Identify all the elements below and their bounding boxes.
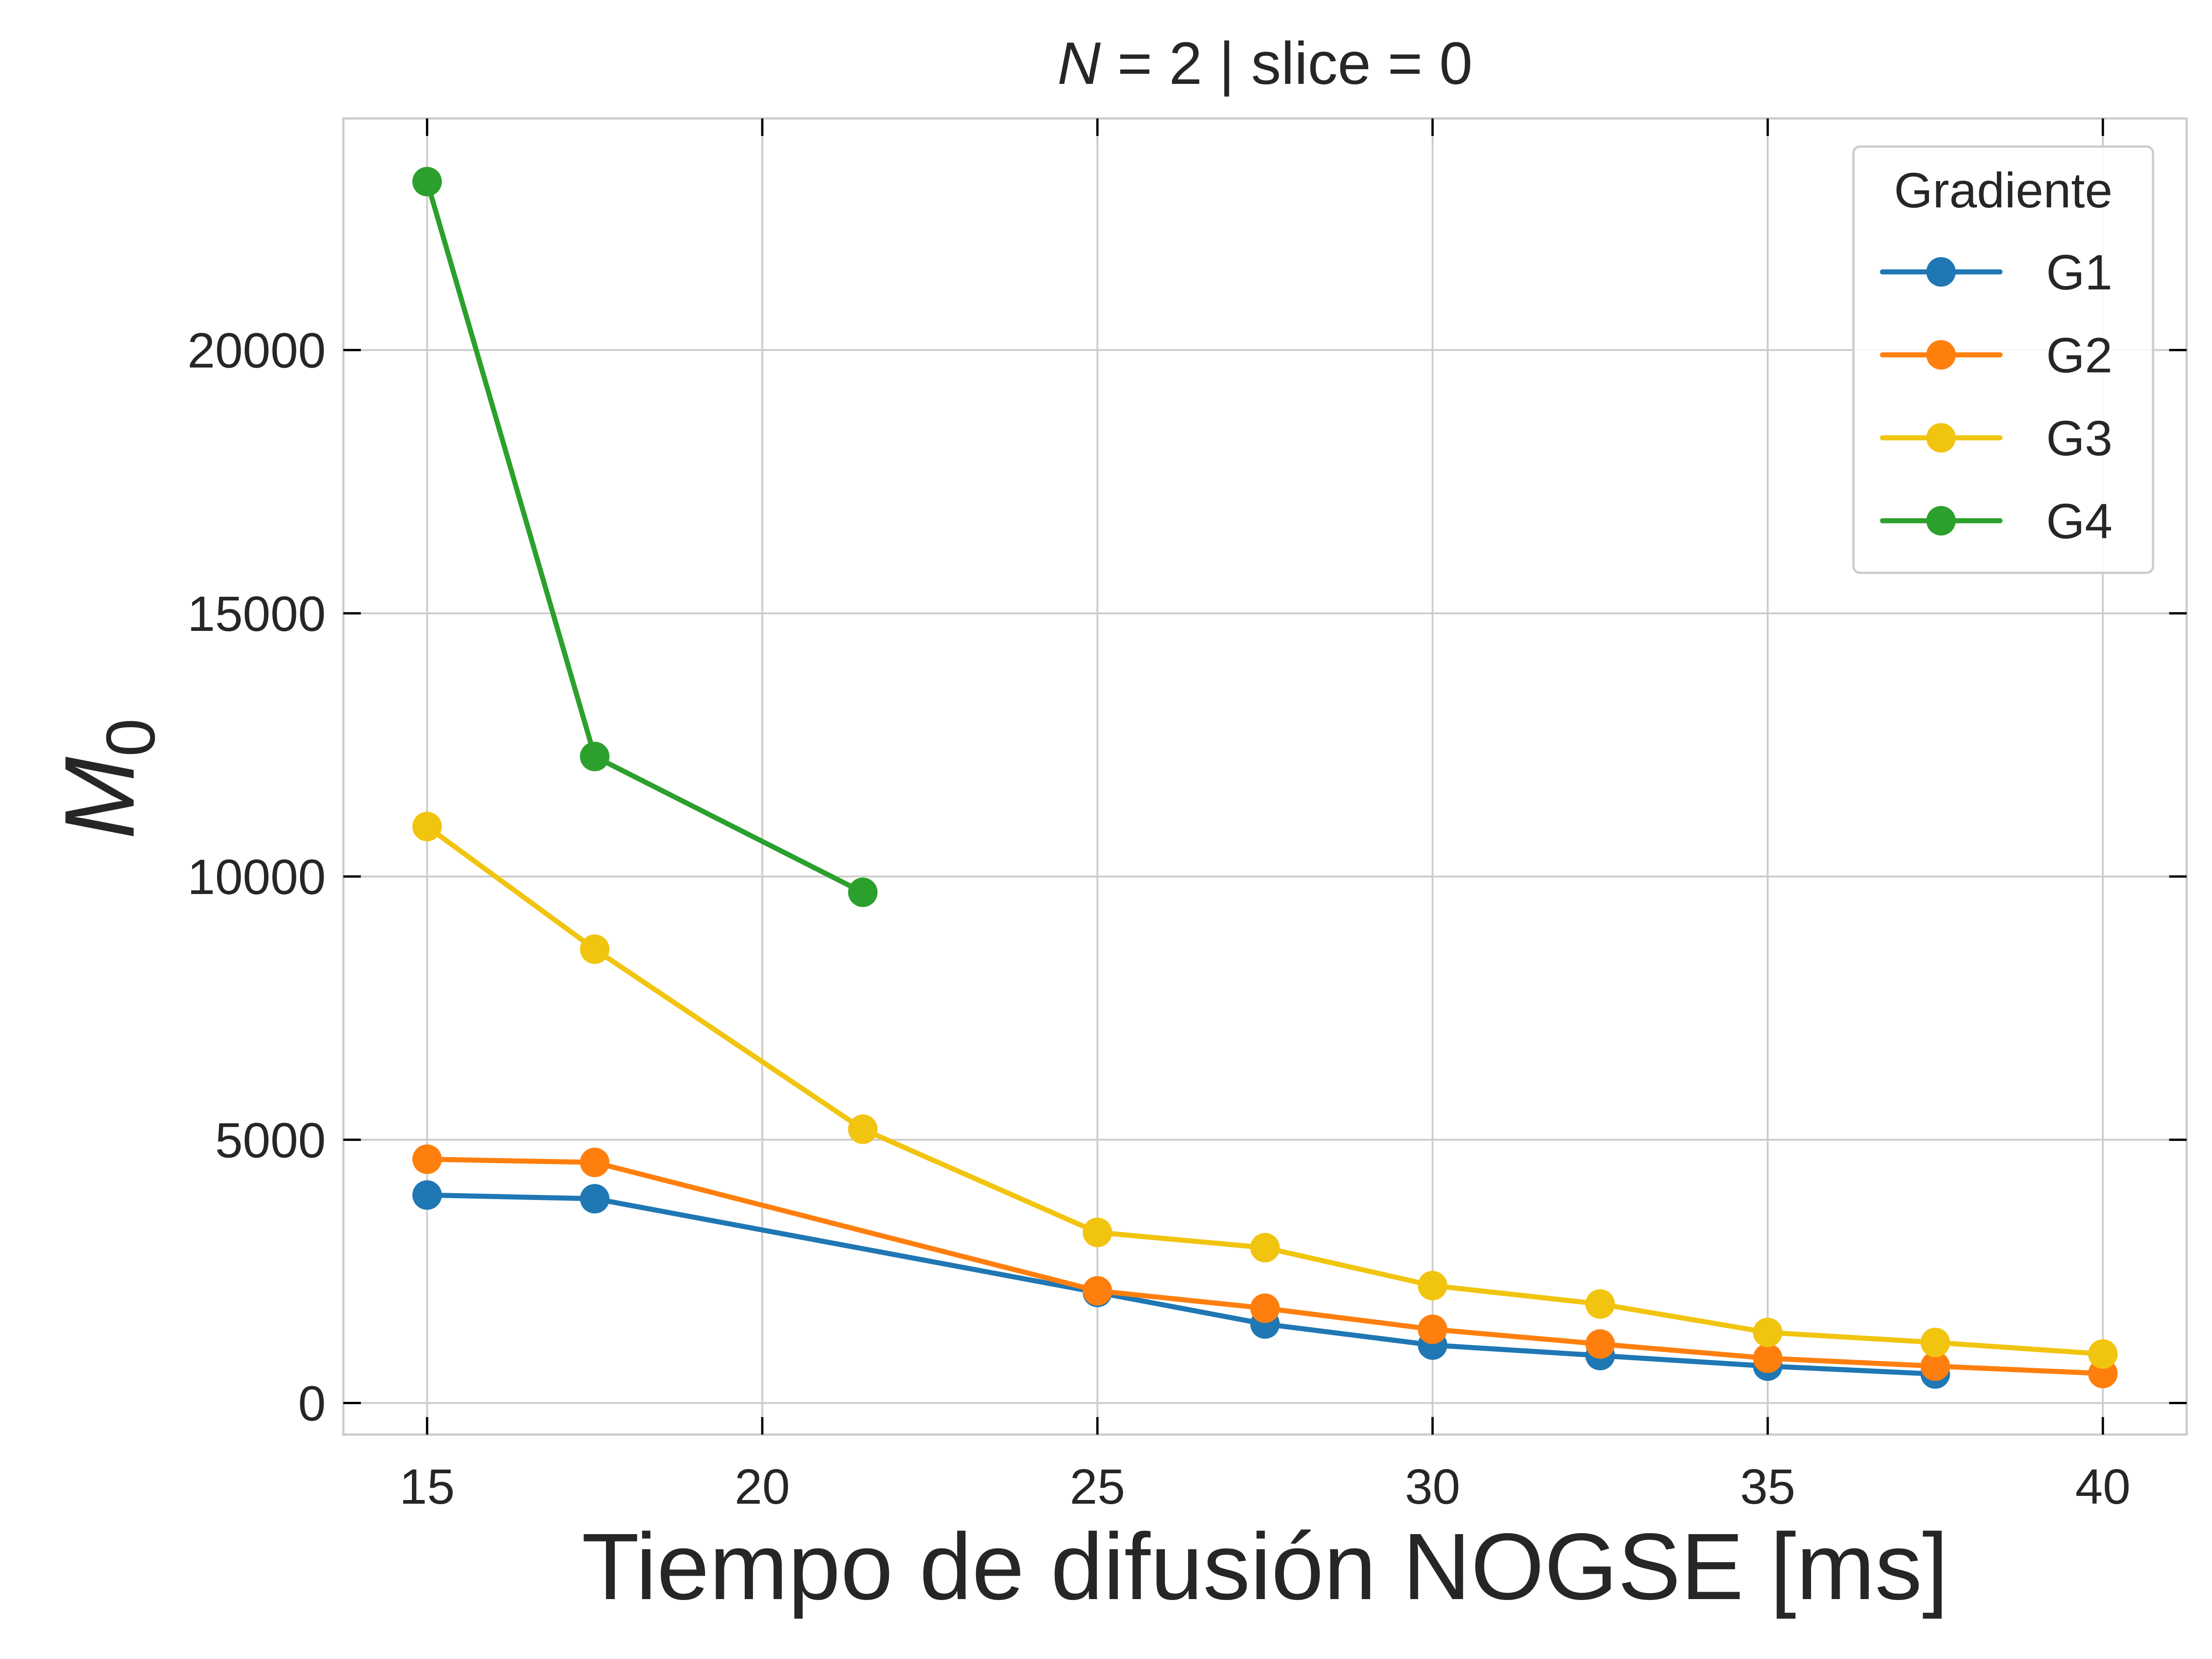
- data-point-g1: [580, 1184, 610, 1214]
- data-point-g3: [1585, 1289, 1615, 1319]
- x-axis-label: Tiempo de difusión NOGSE [ms]: [582, 1514, 1948, 1619]
- x-tick-label: 35: [1740, 1459, 1795, 1514]
- data-point-g1: [412, 1180, 442, 1210]
- data-point-g2: [1418, 1314, 1447, 1344]
- y-tick-label: 5000: [215, 1112, 326, 1168]
- data-point-g4: [580, 741, 610, 771]
- legend-entry-g2: G2: [1880, 327, 2112, 383]
- data-point-g3: [848, 1114, 878, 1144]
- y-axis-label: M0: [44, 718, 169, 840]
- chart-title-variable: N: [1058, 29, 1101, 97]
- data-point-g4: [412, 167, 442, 197]
- series-line-g3: [424, 824, 2106, 1357]
- y-tick-label: 10000: [188, 849, 326, 905]
- series-g3: [412, 812, 2118, 1369]
- legend-entry-g4: G4: [1880, 493, 2112, 549]
- legend-entry-g1: G1: [1880, 244, 2112, 300]
- data-point-g3: [1920, 1328, 1950, 1358]
- chart-title: N = 2 | slice = 0: [1058, 29, 1473, 97]
- legend-marker-g2: [1926, 340, 1956, 370]
- data-point-g2: [1082, 1276, 1112, 1306]
- legend-label-g2: G2: [2046, 327, 2112, 383]
- data-point-g3: [1082, 1218, 1112, 1247]
- data-point-g3: [580, 934, 610, 964]
- legend-entries: G1 G2 G3 G4: [1880, 244, 2112, 549]
- y-tick-label: 0: [298, 1375, 326, 1431]
- legend-label-g4: G4: [2046, 493, 2112, 549]
- data-point-g4: [848, 877, 878, 907]
- legend-box: [1852, 145, 2154, 574]
- data-point-g2: [412, 1144, 442, 1174]
- legend-marker-g1: [1926, 257, 1956, 287]
- legend-label-g3: G3: [2046, 410, 2112, 466]
- y-axis-label-subscript: 0: [92, 718, 169, 757]
- x-tick-label: 30: [1405, 1459, 1460, 1514]
- data-point-g2: [1250, 1293, 1280, 1323]
- legend-marker-g4: [1926, 506, 1956, 535]
- series-line-g1: [424, 1192, 1938, 1377]
- data-point-g2: [1585, 1329, 1615, 1359]
- legend-entry-g3: G3: [1880, 410, 2112, 466]
- data-point-g3: [1418, 1271, 1447, 1300]
- y-axis-label-base: M: [44, 756, 155, 839]
- series-g4: [412, 167, 878, 907]
- x-tick-label: 40: [2075, 1459, 2130, 1514]
- data-point-g3: [412, 812, 442, 841]
- plot-frame: [342, 117, 2188, 1436]
- y-tick-label: 20000: [188, 323, 326, 378]
- chart-title-rest: = 2 | slice = 0: [1100, 29, 1472, 97]
- legend-marker-g3: [1926, 423, 1956, 453]
- series-layer: [412, 167, 2118, 1389]
- data-point-g2: [1920, 1351, 1950, 1381]
- x-tick-label: 15: [400, 1459, 455, 1514]
- data-point-g3: [1250, 1233, 1280, 1263]
- data-point-g3: [1753, 1318, 1783, 1347]
- ticks-layer: 15 20 25 30 35 40 0 5000 10000 15000 20000: [188, 118, 2187, 1514]
- x-tick-label: 20: [735, 1459, 790, 1514]
- legend-label-g1: G1: [2046, 244, 2112, 300]
- legend-title: Gradiente: [1894, 162, 2112, 218]
- data-point-g2: [1753, 1343, 1783, 1373]
- data-point-g3: [2088, 1339, 2118, 1369]
- y-tick-label: 15000: [188, 586, 326, 641]
- data-point-g2: [580, 1147, 610, 1177]
- x-tick-label: 25: [1070, 1459, 1125, 1514]
- legend: Gradiente G1 G2 G3 G4: [1852, 145, 2154, 574]
